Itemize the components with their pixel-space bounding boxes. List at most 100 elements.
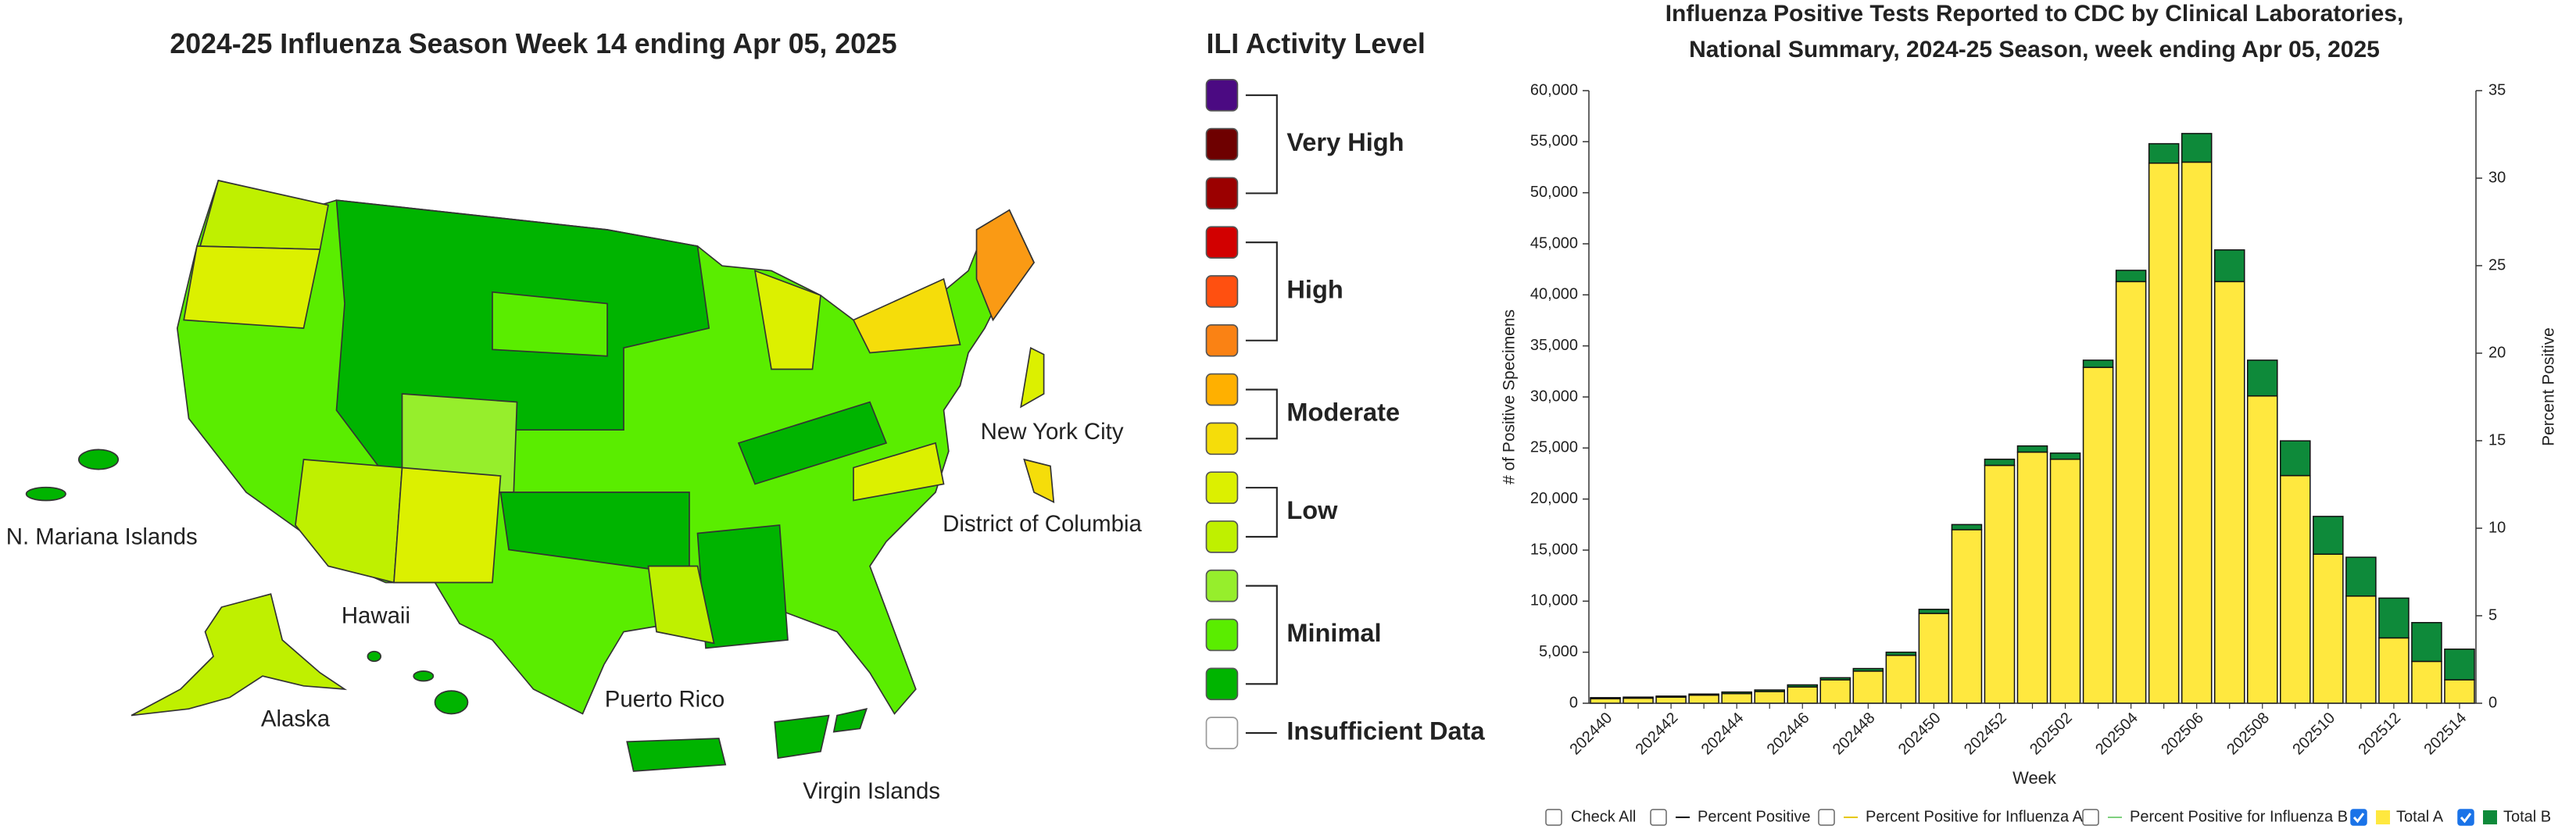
legend-swatch <box>1205 177 1239 210</box>
bar-segment <box>2378 637 2410 704</box>
map-label: New York City <box>981 419 1124 445</box>
x-tick-label: 202444 <box>1698 710 1748 759</box>
bar-segment <box>1951 529 1983 704</box>
map-shapes <box>25 180 1055 772</box>
control-label[interactable]: Check All <box>1571 808 1636 825</box>
legend-bracket <box>1245 241 1278 341</box>
bar-segment <box>2444 648 2475 681</box>
legend-label[interactable]: Total B <box>2503 808 2551 825</box>
y-tick-label: 20,000 <box>1530 490 1578 507</box>
bar-segment <box>2181 133 2213 163</box>
y-tick-label: 55,000 <box>1530 133 1578 150</box>
y2-tick-label: 0 <box>2488 694 2497 711</box>
map-title: 2024-25 Influenza Season Week 14 ending … <box>170 28 896 59</box>
legend-swatch <box>1205 275 1239 308</box>
state <box>753 270 821 370</box>
legend-label: Very High <box>1286 128 1404 156</box>
legend-bracket <box>1245 388 1278 440</box>
checkbox[interactable] <box>1545 809 1562 826</box>
chart: Influenza Positive Tests Reported to CDC… <box>1501 1 2558 826</box>
legend-title: ILI Activity Level <box>1206 28 1425 59</box>
checkmark[interactable] <box>2460 813 2472 824</box>
legend-label: Low <box>1286 496 1338 524</box>
bar-segment <box>2148 163 2180 704</box>
checkbox[interactable] <box>1650 809 1667 826</box>
map-label: Hawaii <box>342 602 410 628</box>
legend-swatch <box>1205 373 1239 406</box>
y-tick-label: 25,000 <box>1530 439 1578 456</box>
state <box>975 209 1035 322</box>
control-label[interactable]: Percent Positive for Influenza B <box>2130 808 2348 825</box>
checkmark[interactable] <box>2352 813 2365 824</box>
legend-bracket <box>1245 487 1278 538</box>
bar-segment <box>2246 395 2278 704</box>
y2-tick-label: 35 <box>2488 81 2506 98</box>
x-axis-title: Week <box>2012 768 2057 788</box>
y-tick-label: 0 <box>1569 694 1578 711</box>
y-tick-label: 40,000 <box>1530 286 1578 303</box>
bar-segment <box>1787 684 1819 688</box>
state <box>295 459 403 584</box>
mariana <box>77 449 120 470</box>
bar-segment <box>2411 622 2442 663</box>
x-tick-label: 202514 <box>2420 710 2470 759</box>
bar-segment <box>1754 691 1785 704</box>
bar-segment <box>1918 613 1950 704</box>
control-label[interactable]: Percent Positive <box>1698 808 1811 825</box>
x-tick-label: 202450 <box>1895 710 1945 759</box>
map-label: N. Mariana Islands <box>6 524 198 550</box>
chart-title: Influenza Positive Tests Reported to CDC… <box>1665 1 2404 27</box>
checkbox[interactable] <box>2082 809 2099 826</box>
checkbox[interactable] <box>1818 809 1835 826</box>
y-tick-label: 50,000 <box>1530 184 1578 201</box>
x-tick-label: 202446 <box>1764 710 1813 759</box>
ili-legend: ILI Activity Level Very High High Moderate… <box>1205 28 1485 749</box>
x-tick-label: 202502 <box>2027 710 2076 759</box>
bar-segment <box>1819 677 1852 681</box>
bar-segment <box>1721 692 1752 704</box>
y-tick-label: 5,000 <box>1539 643 1578 660</box>
legend-label: Minimal <box>1286 619 1381 647</box>
state <box>492 291 608 357</box>
state <box>852 277 961 354</box>
bar-segment <box>2016 445 2048 453</box>
x-tick-label: 202452 <box>1961 710 2010 759</box>
legend-swatch <box>2483 810 2497 824</box>
bar-segment <box>1885 651 1917 656</box>
state <box>647 565 715 645</box>
map-label: Puerto Rico <box>605 686 724 712</box>
bar-segment <box>2313 516 2344 555</box>
bar-segment <box>2115 281 2147 704</box>
map-label: Virgin Islands <box>803 778 940 804</box>
control-label[interactable]: Percent Positive for Influenza A <box>1866 808 2084 825</box>
bar-segment <box>1787 686 1819 704</box>
legend-label: Moderate <box>1286 399 1400 427</box>
bar-segment <box>2181 161 2213 704</box>
bar-segment <box>2049 452 2081 460</box>
map-label: District of Columbia <box>943 511 1142 537</box>
chart-subtitle: National Summary, 2024-25 Season, week e… <box>1689 37 2380 63</box>
nyc <box>1020 346 1045 409</box>
legend-swatch <box>1205 717 1239 749</box>
y-tick-label: 45,000 <box>1530 234 1578 252</box>
y2-axis-title: Percent Positive <box>2540 327 2558 446</box>
y-tick-label: 35,000 <box>1530 337 1578 354</box>
legend-label: High <box>1286 276 1343 304</box>
legend-swatch <box>1205 226 1239 259</box>
legend-swatch <box>1205 667 1239 701</box>
bar-segment <box>1623 696 1654 699</box>
x-tick-label: 202506 <box>2158 710 2207 759</box>
y2-tick-label: 30 <box>2488 169 2506 186</box>
y2-tick-label: 5 <box>2488 606 2497 624</box>
checkbox[interactable] <box>2350 809 2367 826</box>
checkbox[interactable] <box>2457 809 2474 826</box>
y-tick-label: 10,000 <box>1530 592 1578 609</box>
bar-segment <box>2246 359 2278 397</box>
legend-label[interactable]: Total A <box>2396 808 2444 825</box>
bar-segment <box>2213 281 2245 704</box>
virgin-islands <box>774 714 830 760</box>
bar-segment <box>2411 660 2442 704</box>
map-label: Alaska <box>261 706 331 732</box>
bar-segment <box>2280 474 2311 704</box>
